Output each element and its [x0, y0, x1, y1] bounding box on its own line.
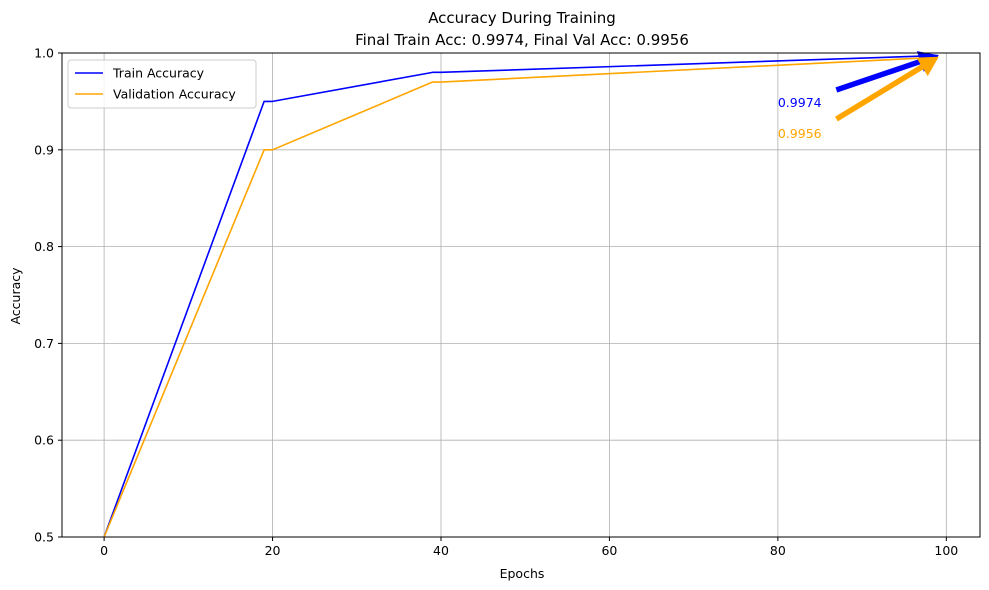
annotation-label-validation: 0.9956 [778, 126, 822, 141]
axis-ticks: 0 20 40 60 80 100 0.5 0.6 0.7 0.8 0.9 1.0 [34, 46, 958, 559]
y-tick-label: 0.7 [34, 336, 54, 351]
x-tick-label: 100 [934, 543, 958, 558]
annotation-arrow-validation [834, 56, 939, 122]
y-tick-label: 0.6 [34, 433, 54, 448]
y-tick-label: 0.9 [34, 142, 54, 157]
x-tick-label: 20 [265, 543, 281, 558]
x-axis-label: Epochs [500, 566, 545, 581]
x-tick-label: 40 [433, 543, 449, 558]
legend-label-validation: Validation Accuracy [113, 87, 236, 102]
chart-subtitle: Final Train Acc: 0.9974, Final Val Acc: … [355, 31, 689, 49]
series-line-train [103, 54, 938, 538]
x-tick-label: 60 [601, 543, 617, 558]
x-tick-label: 80 [770, 543, 786, 558]
legend-box [67, 59, 257, 109]
y-tick-label: 0.5 [34, 530, 54, 545]
y-tick-label: 0.8 [34, 239, 54, 254]
series-lines [103, 54, 938, 538]
legend-label-train: Train Accuracy [112, 66, 205, 81]
grid-lines [62, 52, 980, 538]
legend: Train Accuracy Validation Accuracy [67, 59, 257, 109]
y-axis-label: Accuracy [8, 267, 23, 325]
y-tick-label: 1.0 [34, 46, 54, 61]
annotation-label-train: 0.9974 [778, 95, 822, 110]
series-line-validation [103, 56, 938, 538]
plot-frame [61, 52, 981, 538]
chart-title: Accuracy During Training [428, 9, 616, 27]
annotations: 0.9974 0.9956 [778, 51, 939, 141]
x-tick-label: 0 [100, 543, 108, 558]
